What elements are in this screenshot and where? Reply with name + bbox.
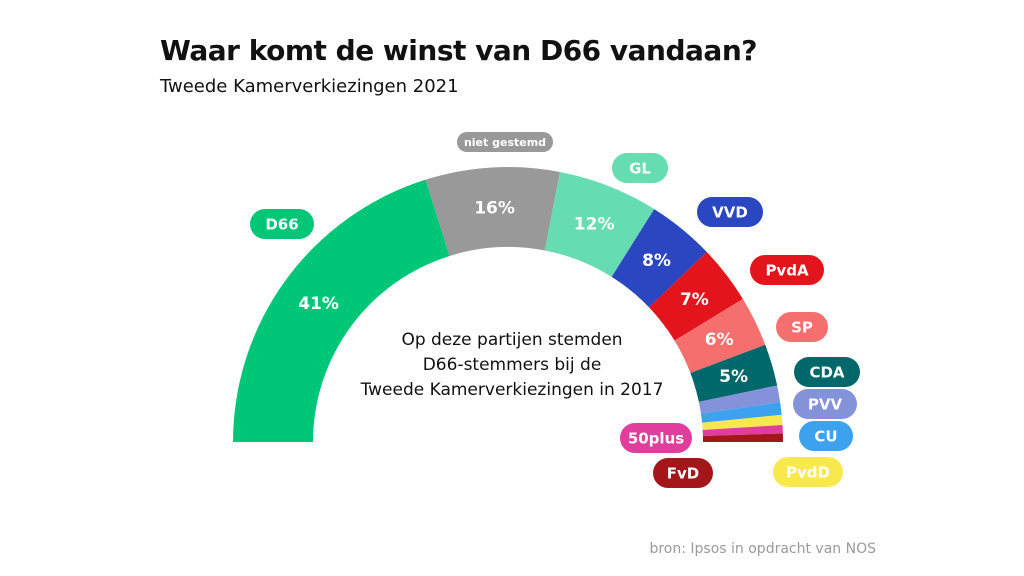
center-text-line: Op deze partijen stemden bbox=[401, 330, 622, 350]
legend-label-niet-gestemd: niet gestemd bbox=[464, 136, 546, 149]
value-label-pvda: 7% bbox=[680, 290, 709, 310]
legend-pills-layer: D66 niet gestemd GL VVD PvdA SP CDA PVV CU PvdD 50… bbox=[250, 132, 860, 488]
slice-fvd bbox=[702, 433, 783, 442]
legend-pill-cu: CU bbox=[799, 421, 853, 451]
legend-label-cu: CU bbox=[814, 428, 837, 446]
slice-pvda bbox=[648, 251, 743, 341]
slices-layer bbox=[233, 167, 783, 443]
chart-title: Waar komt de winst van D66 vandaan? bbox=[160, 34, 758, 67]
value-label-d66: 41% bbox=[298, 294, 339, 314]
legend-label-vvd: VVD bbox=[712, 204, 748, 222]
legend-label-d66: D66 bbox=[265, 216, 298, 234]
legend-label-gl: GL bbox=[629, 160, 651, 178]
slice-cu bbox=[700, 402, 782, 423]
legend-label-pvdd: PvdD bbox=[786, 464, 830, 482]
legend-pill-50plus: 50plus bbox=[620, 423, 692, 453]
legend-pill-vvd: VVD bbox=[697, 197, 763, 227]
slice-pvv bbox=[698, 385, 781, 414]
slice-niet-gestemd bbox=[425, 167, 560, 256]
value-label-vvd: 8% bbox=[642, 251, 671, 271]
slice-50plus bbox=[702, 425, 783, 436]
slice-sp bbox=[674, 299, 766, 374]
value-label-niet-gestemd: 16% bbox=[474, 198, 515, 218]
legend-label-50plus: 50plus bbox=[628, 430, 684, 448]
value-label-cda: 5% bbox=[719, 367, 748, 387]
legend-label-pvda: PvdA bbox=[765, 262, 809, 280]
legend-label-pvv: PVV bbox=[808, 396, 843, 414]
legend-pill-sp: SP bbox=[776, 312, 828, 342]
chart-subtitle: Tweede Kamerverkiezingen 2021 bbox=[160, 76, 459, 97]
legend-pill-pvdd: PvdD bbox=[773, 457, 843, 487]
center-text-line: D66-stemmers bij de bbox=[423, 355, 602, 375]
legend-pill-gl: GL bbox=[612, 153, 668, 183]
legend-label-cda: CDA bbox=[809, 364, 844, 382]
legend-pill-d66: D66 bbox=[250, 209, 314, 239]
source-note: bron: Ipsos in opdracht van NOS bbox=[649, 541, 876, 557]
center-text-layer: Op deze partijen stemden D66-stemmers bij… bbox=[360, 330, 664, 400]
value-label-gl: 12% bbox=[574, 214, 615, 234]
slice-cda bbox=[690, 344, 778, 402]
slice-pvdd bbox=[702, 414, 783, 430]
legend-pill-pvda: PvdA bbox=[750, 255, 824, 285]
value-labels-layer: 41% 16% 12% 8% 7% 6% 5% bbox=[298, 198, 748, 387]
legend-label-fvd: FvD bbox=[667, 465, 699, 483]
slice-gl bbox=[544, 171, 655, 277]
value-label-sp: 6% bbox=[705, 330, 734, 350]
legend-pill-pvv: PVV bbox=[793, 389, 857, 419]
legend-pill-cda: CDA bbox=[794, 357, 860, 387]
legend-pill-fvd: FvD bbox=[653, 458, 713, 488]
center-text-line: Tweede Kamerverkiezingen in 2017 bbox=[360, 380, 664, 400]
legend-label-sp: SP bbox=[791, 319, 813, 337]
slice-d66 bbox=[233, 179, 450, 443]
legend-pill-niet-gestemd: niet gestemd bbox=[457, 132, 553, 152]
slice-vvd bbox=[611, 209, 707, 308]
